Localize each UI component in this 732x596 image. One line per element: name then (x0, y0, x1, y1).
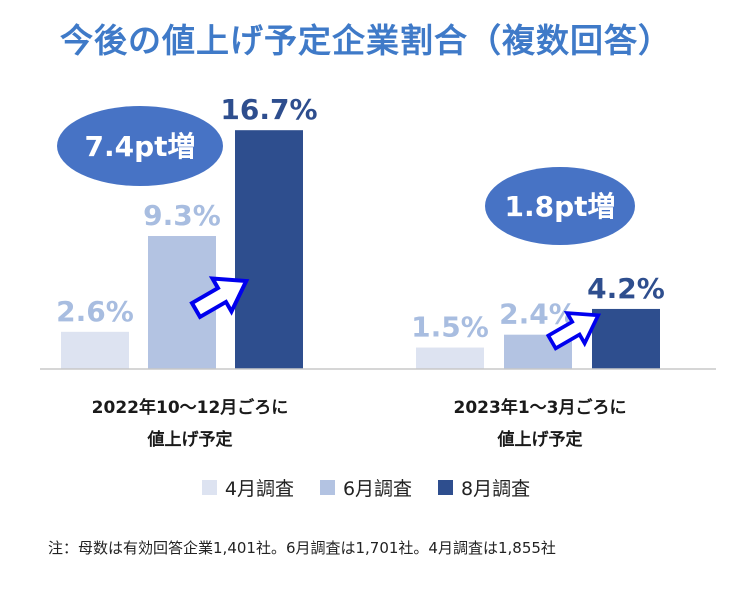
chart-title: 今後の値上げ予定企業割合（複数回答） (60, 21, 672, 60)
legend-item-june: 6月調査 (319, 474, 413, 501)
data-label-april-group-2: 1.5% (411, 311, 489, 344)
legend-swatch-june (319, 480, 335, 495)
bar-april-group-1 (61, 331, 129, 369)
data-label-june-group-1: 9.3% (143, 199, 221, 232)
legend-label-april: 4月調査 (224, 478, 294, 500)
data-label-august-group-1: 16.7% (220, 93, 317, 126)
legend-swatch-august (438, 480, 454, 495)
legend-item-august: 8月調査 (438, 474, 530, 501)
category-label-2-line-2: 値上げ予定 (497, 430, 583, 450)
data-label-april-group-1: 2.6% (56, 295, 134, 328)
legend-item-april: 4月調査 (201, 474, 294, 501)
footnote: 注：母数は有効回答企業1,401社。6月調査は1,701社。4月調査は1,855… (48, 539, 556, 557)
category-label-1: 2022年10～12月ごろに 値上げ予定 (55, 392, 325, 456)
category-label-1-line-2: 値上げ予定 (147, 430, 233, 450)
legend: 4月調査 6月調査 8月調査 (0, 474, 732, 501)
category-label-2-line-1: 2023年1～3月ごろに (453, 398, 627, 418)
increase-arrow-1 (189, 276, 250, 320)
legend-label-august: 8月調査 (461, 478, 531, 500)
data-label-august-group-2: 4.2% (587, 272, 665, 305)
legend-label-june: 6月調査 (342, 478, 413, 500)
category-label-2: 2023年1～3月ごろに 値上げ予定 (405, 392, 675, 456)
increase-badge-2 (485, 167, 635, 245)
legend-swatch-april (201, 480, 217, 495)
bar-april-group-2 (416, 347, 484, 369)
increase-badge-1 (57, 106, 223, 186)
increase-arrow-2 (545, 310, 602, 351)
increase-badge-text-2: 1.8pt増 (504, 190, 615, 223)
bar-august-group-1 (235, 130, 303, 369)
bar-august-group-2 (592, 308, 660, 369)
category-label-1-line-1: 2022年10～12月ごろに (91, 398, 289, 418)
increase-badge-text-1: 7.4pt増 (84, 130, 195, 163)
